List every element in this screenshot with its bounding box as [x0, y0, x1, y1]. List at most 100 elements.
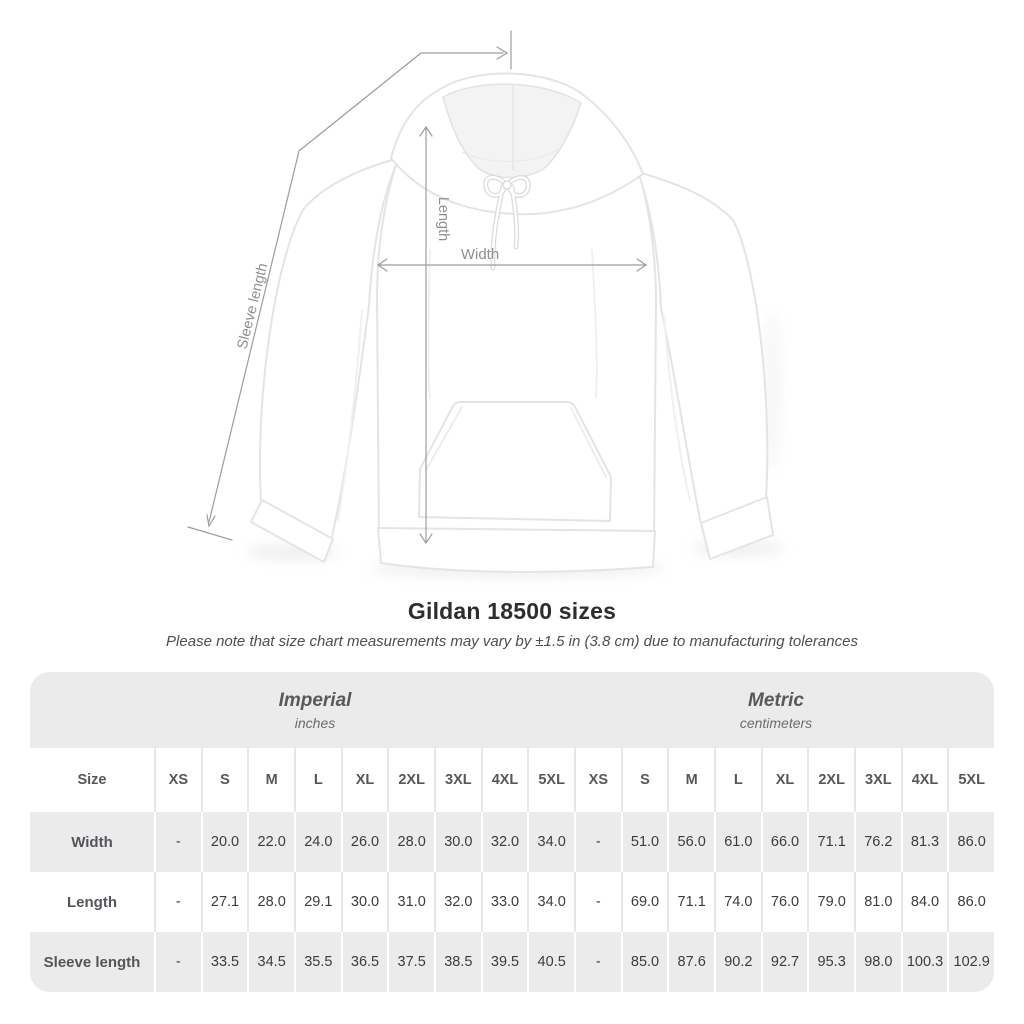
size-col-header: XL — [340, 748, 388, 812]
size-row-header: Size — [30, 748, 154, 812]
table-cell: - — [574, 932, 621, 992]
table-cell: 33.5 — [200, 932, 248, 992]
table-cell: 90.2 — [714, 932, 761, 992]
hoodie-right-cuff — [700, 496, 774, 560]
hoodie-drawstrings — [483, 174, 531, 271]
table-cell: 79.0 — [807, 872, 854, 932]
table-cell: 69.0 — [620, 872, 668, 932]
table-cell: - — [154, 872, 201, 932]
row-label-sleeve-length: Sleeve length — [30, 932, 154, 992]
size-col-header: XL — [760, 748, 808, 812]
table-cell: 37.5 — [387, 932, 434, 992]
table-cell: 39.5 — [480, 932, 528, 992]
size-col-header: 4XL — [480, 748, 528, 812]
hoodie-pocket — [418, 401, 612, 522]
table-cell: 34.0 — [527, 812, 574, 872]
size-col-header: 3XL — [854, 748, 901, 812]
imperial-title: Imperial — [278, 689, 352, 711]
table-cell: - — [574, 872, 621, 932]
table-cell: 85.0 — [620, 932, 668, 992]
table-cell: 32.0 — [480, 812, 528, 872]
size-col-header: 2XL — [387, 748, 434, 812]
size-col-header: M — [247, 748, 294, 812]
size-col-header: XS — [154, 748, 201, 812]
size-col-header: XS — [574, 748, 621, 812]
table-cell: 84.0 — [900, 872, 948, 932]
table-cell: 98.0 — [854, 932, 901, 992]
size-col-header: L — [714, 748, 761, 812]
table-cell: 31.0 — [387, 872, 434, 932]
length-diagram-label: Length — [435, 197, 451, 241]
table-cell: 76.2 — [854, 812, 901, 872]
table-cell: 86.0 — [947, 872, 994, 932]
metric-title: Metric — [748, 689, 804, 711]
table-cell: 51.0 — [620, 812, 668, 872]
size-col-header: 2XL — [807, 748, 854, 812]
arrowhead-up — [419, 125, 433, 137]
table-cell: 33.0 — [480, 872, 528, 932]
size-table: Imperial inches Metric centimeters Size … — [30, 672, 994, 992]
table-cell: 34.5 — [247, 932, 294, 992]
table-cell: 66.0 — [760, 812, 808, 872]
measurement-lines — [187, 30, 648, 545]
arrowhead-down-left — [206, 514, 216, 528]
arrowhead-down — [419, 533, 433, 545]
tolerance-note: Please note that size chart measurements… — [166, 633, 858, 650]
table-cell: 28.0 — [387, 812, 434, 872]
sleeve-length-line — [208, 52, 504, 523]
width-diagram-label: Width — [461, 246, 499, 263]
table-cell: 30.0 — [434, 812, 481, 872]
table-cell: 32.0 — [434, 872, 481, 932]
table-cell: 71.1 — [807, 812, 854, 872]
metric-unit: centimeters — [739, 714, 813, 731]
arrowhead-left — [376, 258, 388, 272]
table-cell: 20.0 — [200, 812, 248, 872]
table-cell: 34.0 — [527, 872, 574, 932]
imperial-unit: inches — [294, 714, 336, 731]
hoodie-right-sleeve — [637, 171, 769, 525]
table-cell: 87.6 — [667, 932, 714, 992]
table-cell: - — [154, 932, 201, 992]
hoodie-image — [250, 72, 774, 573]
arrowhead-right — [496, 46, 509, 60]
size-col-header: 4XL — [900, 748, 948, 812]
size-col-header: 5XL — [947, 748, 994, 812]
size-col-header: L — [294, 748, 341, 812]
table-cell: 81.3 — [900, 812, 948, 872]
sleeve-length-tick-bottom — [187, 526, 233, 541]
table-cell: 74.0 — [714, 872, 761, 932]
table-cell: 30.0 — [340, 872, 388, 932]
table-cell: 102.9 — [947, 932, 994, 992]
table-cell: 95.3 — [807, 932, 854, 992]
table-cell: 61.0 — [714, 812, 761, 872]
table-cell: 71.1 — [667, 872, 714, 932]
table-cell: 92.7 — [760, 932, 808, 992]
table-cell: 56.0 — [667, 812, 714, 872]
table-cell: 76.0 — [760, 872, 808, 932]
size-col-header: 3XL — [434, 748, 481, 812]
size-col-header: S — [620, 748, 668, 812]
hoodie-left-cuff — [250, 499, 334, 563]
size-col-header: M — [667, 748, 714, 812]
page-title: Gildan 18500 sizes — [407, 598, 617, 624]
hood-interior — [442, 83, 582, 179]
table-cell: 38.5 — [434, 932, 481, 992]
table-cell: - — [154, 812, 201, 872]
metric-section-header: Metric centimeters — [574, 672, 994, 748]
imperial-section-header: Imperial inches — [30, 672, 574, 748]
table-cell: 27.1 — [200, 872, 248, 932]
size-col-header: 5XL — [527, 748, 574, 812]
table-cell: 81.0 — [854, 872, 901, 932]
table-cell: 40.5 — [527, 932, 574, 992]
row-label-width: Width — [30, 812, 154, 872]
table-cell: 28.0 — [247, 872, 294, 932]
row-label-length: Length — [30, 872, 154, 932]
table-cell: 22.0 — [247, 812, 294, 872]
arrowhead-right2 — [636, 258, 648, 272]
hoodie-measurement-diagram: Sleeve length Length Width — [187, 30, 784, 577]
hoodie-waistband — [377, 527, 656, 573]
table-cell: 24.0 — [294, 812, 341, 872]
table-cell: 86.0 — [947, 812, 994, 872]
sleeve-length-diagram-label: Sleeve length — [235, 262, 272, 351]
